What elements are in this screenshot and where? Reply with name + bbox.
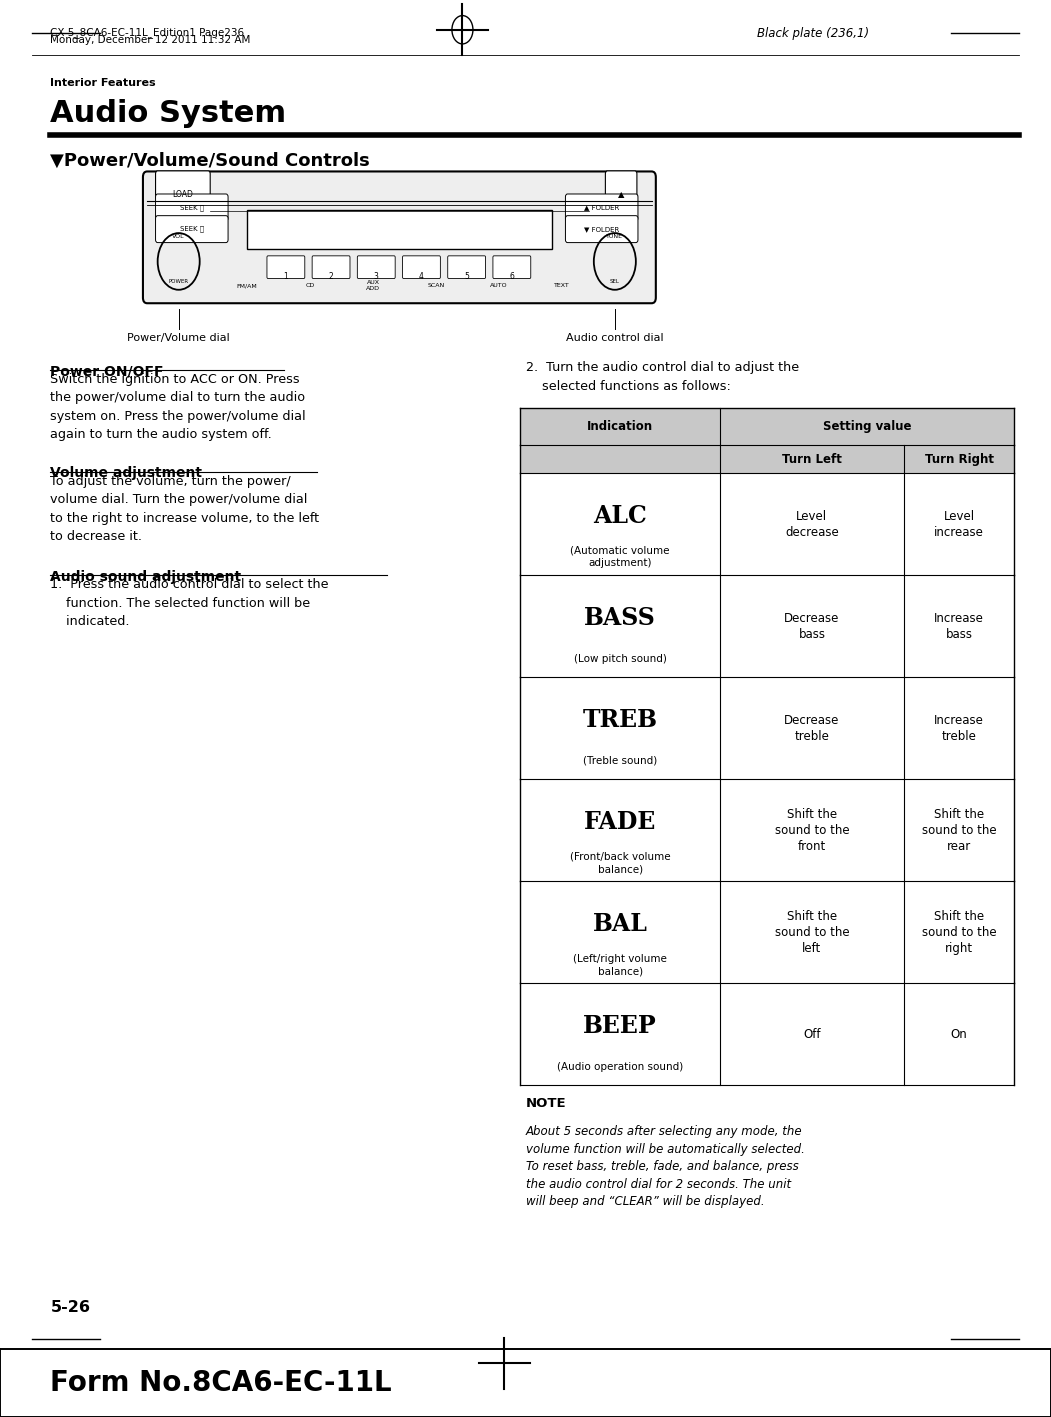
Text: CX-5_8CA6-EC-11L_Edition1 Page236: CX-5_8CA6-EC-11L_Edition1 Page236 <box>50 27 245 38</box>
Text: 5-26: 5-26 <box>50 1299 90 1315</box>
Text: Switch the ignition to ACC or ON. Press
the power/volume dial to turn the audio
: Switch the ignition to ACC or ON. Press … <box>50 373 306 441</box>
Text: TUNE: TUNE <box>606 234 623 239</box>
Text: Shift the
sound to the
left: Shift the sound to the left <box>775 910 849 955</box>
Bar <box>0 1349 1051 1417</box>
Text: Shift the
sound to the
right: Shift the sound to the right <box>922 910 996 955</box>
Text: Decrease
treble: Decrease treble <box>784 714 840 743</box>
FancyBboxPatch shape <box>605 171 637 200</box>
Text: Indication: Indication <box>588 419 653 434</box>
Text: Interior Features: Interior Features <box>50 78 156 88</box>
Text: Black plate (236,1): Black plate (236,1) <box>757 27 869 40</box>
FancyBboxPatch shape <box>156 171 210 200</box>
Text: Power ON/OFF: Power ON/OFF <box>50 364 164 378</box>
Text: (Automatic volume
adjustment): (Automatic volume adjustment) <box>571 546 669 568</box>
Text: CD: CD <box>306 283 314 288</box>
FancyBboxPatch shape <box>143 171 656 303</box>
Text: SEL: SEL <box>610 279 620 283</box>
FancyBboxPatch shape <box>565 194 638 221</box>
Text: 2: 2 <box>329 272 333 281</box>
Text: Monday, December 12 2011 11:32 AM: Monday, December 12 2011 11:32 AM <box>50 35 251 45</box>
Text: SEEK ⏪: SEEK ⏪ <box>181 225 204 232</box>
Text: Shift the
sound to the
front: Shift the sound to the front <box>775 808 849 853</box>
Text: VOL: VOL <box>172 234 185 239</box>
Text: FM/AM: FM/AM <box>236 283 257 288</box>
Text: (Left/right volume
balance): (Left/right volume balance) <box>573 954 667 976</box>
Text: TREB: TREB <box>582 708 658 733</box>
FancyBboxPatch shape <box>403 256 440 279</box>
Bar <box>247 210 552 249</box>
Bar <box>520 445 1014 473</box>
FancyBboxPatch shape <box>448 256 486 279</box>
Text: TEXT: TEXT <box>555 283 570 288</box>
Bar <box>520 408 1014 445</box>
FancyBboxPatch shape <box>357 256 395 279</box>
Text: Turn Right: Turn Right <box>925 452 993 466</box>
FancyBboxPatch shape <box>493 256 531 279</box>
Text: Audio sound adjustment: Audio sound adjustment <box>50 570 242 584</box>
Text: SEEK ⏩: SEEK ⏩ <box>181 204 204 211</box>
Text: 1.  Press the audio control dial to select the
    function. The selected functi: 1. Press the audio control dial to selec… <box>50 578 329 628</box>
Text: POWER: POWER <box>168 279 189 283</box>
Text: 1: 1 <box>284 272 288 281</box>
Text: Power/Volume dial: Power/Volume dial <box>127 333 230 343</box>
Text: FADE: FADE <box>584 811 656 835</box>
FancyBboxPatch shape <box>565 215 638 242</box>
Text: NOTE: NOTE <box>526 1097 566 1110</box>
Text: Increase
treble: Increase treble <box>934 714 984 743</box>
Text: ▼Power/Volume/Sound Controls: ▼Power/Volume/Sound Controls <box>50 152 370 170</box>
Text: Volume adjustment: Volume adjustment <box>50 466 203 480</box>
FancyBboxPatch shape <box>156 194 228 221</box>
Text: Level
increase: Level increase <box>934 510 984 538</box>
Text: Setting value: Setting value <box>823 419 911 434</box>
FancyBboxPatch shape <box>267 256 305 279</box>
Text: ▲ FOLDER: ▲ FOLDER <box>584 204 619 211</box>
Text: Audio control dial: Audio control dial <box>566 333 663 343</box>
Text: 4: 4 <box>419 272 424 281</box>
Text: Audio System: Audio System <box>50 99 287 128</box>
Text: Off: Off <box>803 1027 821 1041</box>
Text: AUX
ADD: AUX ADD <box>366 281 380 290</box>
Text: 2.  Turn the audio control dial to adjust the
    selected functions as follows:: 2. Turn the audio control dial to adjust… <box>526 361 799 393</box>
Text: (Front/back volume
balance): (Front/back volume balance) <box>570 852 671 874</box>
Text: (Treble sound): (Treble sound) <box>583 757 657 767</box>
Text: BEEP: BEEP <box>583 1015 657 1039</box>
Text: BAL: BAL <box>593 913 647 937</box>
Text: AUTO: AUTO <box>491 283 508 288</box>
Text: Turn Left: Turn Left <box>782 452 842 466</box>
Text: Level
decrease: Level decrease <box>785 510 839 538</box>
Text: On: On <box>951 1027 967 1041</box>
Text: Decrease
bass: Decrease bass <box>784 612 840 640</box>
Text: ▲: ▲ <box>618 190 624 200</box>
Text: BASS: BASS <box>584 606 656 631</box>
Text: (Low pitch sound): (Low pitch sound) <box>574 655 666 665</box>
Text: ▼ FOLDER: ▼ FOLDER <box>584 227 619 232</box>
Text: Form No.8CA6-EC-11L: Form No.8CA6-EC-11L <box>50 1369 392 1397</box>
Text: SCAN: SCAN <box>428 283 445 288</box>
Text: (Audio operation sound): (Audio operation sound) <box>557 1063 683 1073</box>
Text: ALC: ALC <box>593 504 647 529</box>
Text: Shift the
sound to the
rear: Shift the sound to the rear <box>922 808 996 853</box>
Text: LOAD: LOAD <box>172 190 193 200</box>
Text: To adjust the volume, turn the power/
volume dial. Turn the power/volume dial
to: To adjust the volume, turn the power/ vo… <box>50 475 320 543</box>
Text: 3: 3 <box>374 272 378 281</box>
Text: 6: 6 <box>510 272 514 281</box>
Text: 5: 5 <box>465 272 469 281</box>
Text: About 5 seconds after selecting any mode, the
volume function will be automatica: About 5 seconds after selecting any mode… <box>526 1125 804 1209</box>
Text: Increase
bass: Increase bass <box>934 612 984 640</box>
FancyBboxPatch shape <box>312 256 350 279</box>
FancyBboxPatch shape <box>156 215 228 242</box>
